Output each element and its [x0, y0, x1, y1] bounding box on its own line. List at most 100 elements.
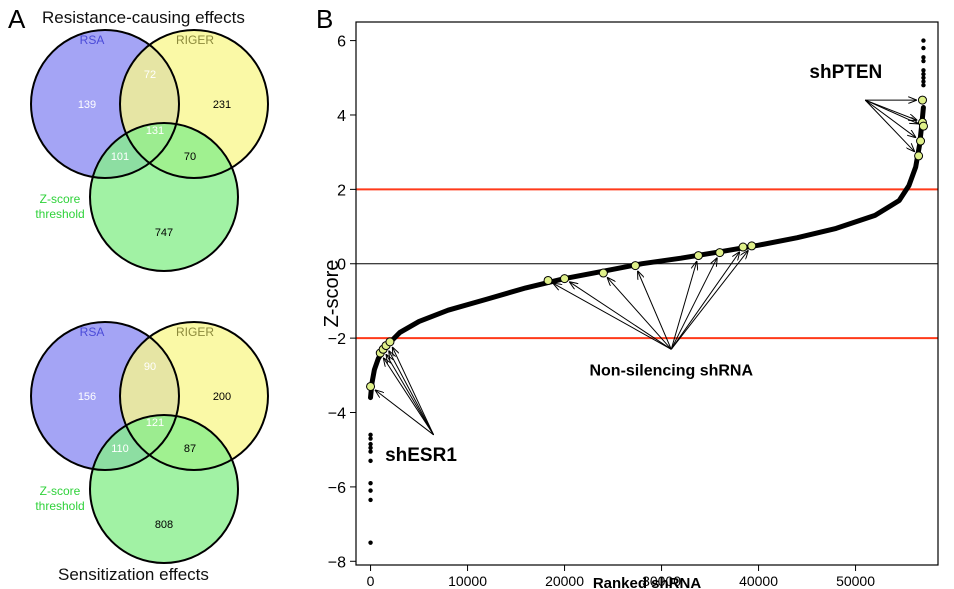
highlight-point-2 [918, 121, 928, 131]
tail-point [921, 71, 926, 77]
y-tick-label: 2 [337, 182, 346, 199]
y-tick-label: 0 [337, 257, 346, 274]
venn-top-zscore-circle [90, 123, 238, 271]
x-tick-label: 10000 [448, 573, 487, 589]
venn-bottom-riger-outline [119, 321, 269, 471]
annotation-arrow-2 [392, 347, 435, 436]
annotation-label-0: shPTEN [809, 62, 882, 83]
plot-frame [355, 21, 939, 566]
annotation-arrow-2 [375, 390, 434, 436]
annotation-arrow-0 [864, 99, 915, 137]
tail-point [368, 540, 373, 545]
annotation-arrow-2 [386, 354, 435, 436]
annotation-arrow-1 [670, 261, 696, 350]
tail-point [921, 38, 926, 43]
highlight-point-1 [738, 242, 748, 252]
tail-point [921, 75, 926, 80]
annotation-arrow-1 [670, 252, 739, 350]
highlight-point-1 [715, 248, 725, 258]
panel-label-b: B [316, 4, 334, 34]
venn-bottom-count-all: 121 [146, 417, 164, 429]
venn-top-zscore-label-1: Z-score [40, 192, 81, 206]
tail-point [368, 441, 373, 447]
venn-top-count-rsa-riger: 72 [144, 69, 156, 81]
y-tick-label: 6 [337, 34, 346, 51]
highlight-point-0 [366, 381, 376, 391]
x-axis-label: Ranked shRNA [593, 575, 702, 589]
annotation-arrow-2 [384, 358, 435, 436]
x-tick-label: 20000 [545, 573, 584, 589]
highlight-point-2 [916, 136, 926, 146]
highlight-point-1 [693, 251, 703, 261]
highlight-point-2 [917, 95, 927, 105]
highlight-point-1 [630, 261, 640, 271]
tail-point [921, 58, 926, 64]
y-tick-label: −4 [328, 406, 346, 423]
annotation-arrow-2 [389, 351, 435, 436]
y-tick-label: −6 [328, 480, 346, 497]
venn-bottom-count-z-only: 808 [155, 519, 173, 531]
venn-top-count-riger-only: 231 [213, 99, 231, 111]
tail-point [921, 55, 926, 60]
highlight-point-1 [560, 274, 570, 284]
venn-top-riger-label: RIGER [176, 33, 214, 47]
x-tick-label: 0 [367, 573, 375, 589]
x-tick-label: 50000 [836, 573, 875, 589]
venn-bottom-zscore-outline [89, 414, 239, 564]
venn-top-rsa-outline [30, 29, 180, 179]
venn-bottom-zscore-label-1: Z-score [40, 484, 81, 498]
highlight-point-0 [385, 337, 395, 347]
venn-bottom-rsa-outline [30, 321, 180, 471]
tail-point [368, 432, 373, 438]
x-tick-label: 30000 [642, 573, 681, 589]
tail-point [368, 449, 373, 454]
highlight-point-1 [747, 241, 757, 251]
tail-point [368, 488, 373, 493]
venn-top-rsa-label: RSA [80, 33, 105, 47]
venn-bottom-count-riger-z: 87 [184, 443, 196, 455]
highlight-point-2 [914, 151, 924, 161]
y-axis-label: Z-score [321, 260, 343, 328]
annotation-label-2: shESR1 [385, 445, 457, 466]
annotation-arrow-1 [670, 251, 748, 350]
tail-point [921, 68, 926, 73]
tail-point [368, 445, 373, 451]
zscore-chart: −8 −6 −4 −2 0 2 4 6 0 10000 20000 30000 40000 50000 Ra… [321, 21, 939, 589]
annotation-arrow-1 [670, 258, 717, 350]
venn-bottom-riger-label: RIGER [176, 325, 214, 339]
annotation-arrow-0 [864, 99, 914, 151]
venn-bottom-zscore-circle [90, 415, 238, 563]
venn-top-count-riger-z: 70 [184, 151, 196, 163]
annotation-label-1: Non-silencing shRNA [589, 362, 753, 379]
annotation-arrow-1 [607, 278, 672, 350]
y-tick-label: −8 [328, 554, 346, 571]
tail-point [368, 436, 373, 441]
x-tick-label: 40000 [739, 573, 778, 589]
tail-point [368, 480, 373, 486]
annotation-arrow-0 [865, 99, 918, 124]
annotation-arrow-1 [570, 282, 672, 350]
tail-point [921, 79, 926, 84]
venn-bottom-count-riger-only: 200 [213, 391, 231, 403]
venn-top-count-all: 131 [146, 125, 164, 137]
annotation-arrow-1 [553, 283, 672, 350]
venn-top-count-z-only: 747 [155, 227, 173, 239]
venn-bottom-title: Sensitization effects [58, 565, 209, 584]
annotation-arrow-1 [638, 271, 672, 350]
venn-top-zscore-outline [89, 122, 239, 272]
highlight-point-1 [598, 268, 608, 278]
venn-top-riger-outline [119, 29, 269, 179]
tail-point [921, 83, 926, 88]
ranked-curve [368, 105, 926, 401]
venn-top-count-rsa-z: 101 [111, 151, 129, 163]
tail-point [368, 497, 373, 503]
venn-top-zscore-label-2: threshold [35, 207, 84, 221]
panel-label-a: A [8, 4, 26, 34]
venn-bottom-count-rsa-riger: 90 [144, 361, 156, 373]
venn-bottom-count-rsa-only: 156 [78, 391, 96, 403]
venn-bottom-zscore-label-2: threshold [35, 499, 84, 513]
venn-bottom-count-rsa-z: 110 [111, 443, 129, 455]
